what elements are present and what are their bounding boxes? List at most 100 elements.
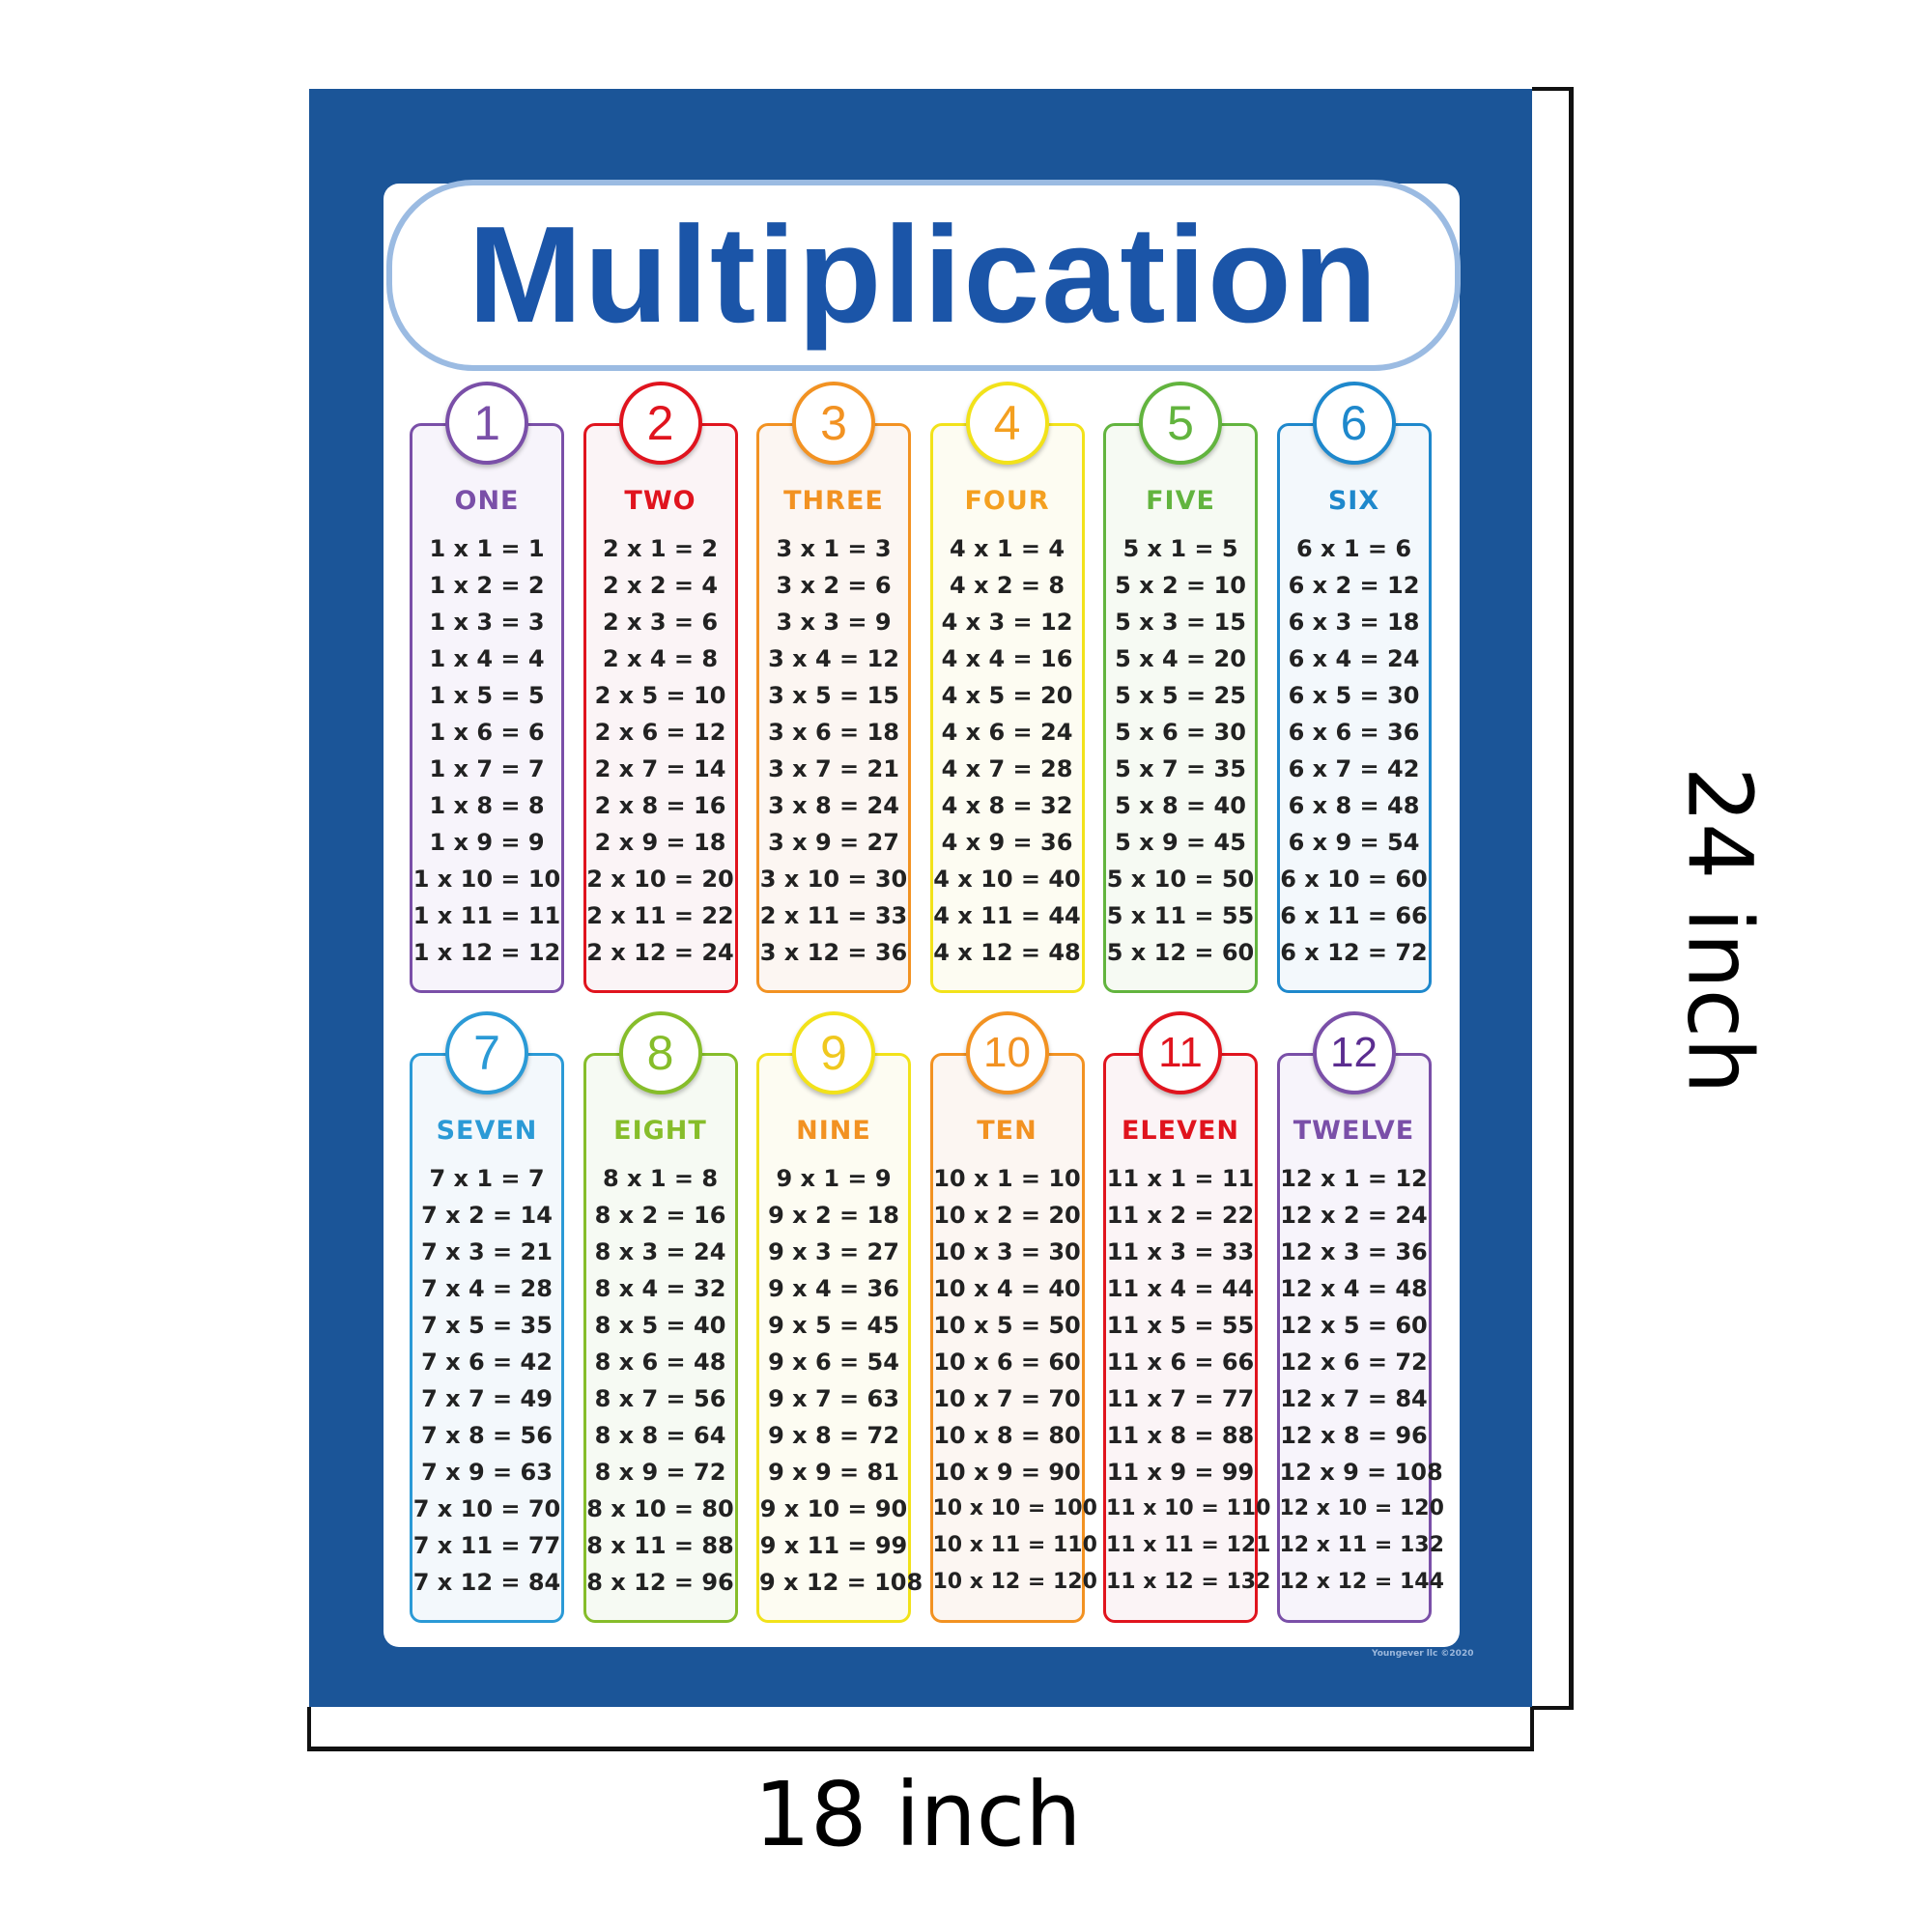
table-card-6: 6 SIX 6 x 1 = 6 6 x 2 = 12 6 x 3 = 18 6 x 4 =… xyxy=(1276,382,1432,993)
table-row: 5 x 3 = 15 xyxy=(1115,609,1246,636)
table-row: 7 x 1 = 7 xyxy=(429,1165,545,1192)
table-row: 2 x 6 = 12 xyxy=(594,719,726,746)
width-dimension-line xyxy=(307,1747,1534,1751)
width-dimension-tick-right xyxy=(1530,1707,1534,1750)
table-label: NINE xyxy=(796,1116,871,1146)
table-rows: 8 x 1 = 8 8 x 2 = 16 8 x 3 = 24 8 x 4 = 32 8… xyxy=(586,1160,735,1601)
table-row: 9 x 9 = 81 xyxy=(768,1459,899,1486)
table-row: 3 x 1 = 3 xyxy=(776,535,892,562)
table-number-badge: 4 xyxy=(965,382,1049,465)
table-row: 6 x 10 = 60 xyxy=(1280,866,1428,893)
table-row: 2 x 8 = 16 xyxy=(594,792,726,819)
table-row: 2 x 12 = 24 xyxy=(586,939,734,966)
table-row: 6 x 3 = 18 xyxy=(1288,609,1420,636)
table-row: 6 x 8 = 48 xyxy=(1288,792,1420,819)
table-row: 8 x 2 = 16 xyxy=(594,1202,726,1229)
table-row: 1 x 8 = 8 xyxy=(429,792,545,819)
table-row: 3 x 6 = 18 xyxy=(768,719,899,746)
table-row: 7 x 2 = 14 xyxy=(421,1202,553,1229)
copyright-footer: Youngever llc ©2020 xyxy=(1372,1649,1474,1659)
table-row: 12 x 12 = 144 xyxy=(1279,1570,1444,1594)
table-row: 3 x 8 = 24 xyxy=(768,792,899,819)
table-row: 10 x 12 = 120 xyxy=(932,1570,1097,1594)
table-card-4: 4 FOUR 4 x 1 = 4 4 x 2 = 8 4 x 3 = 12 4 x 4 =… xyxy=(929,382,1085,993)
table-row: 8 x 8 = 64 xyxy=(594,1422,726,1449)
table-row: 2 x 4 = 8 xyxy=(602,645,719,672)
table-row: 11 x 11 = 121 xyxy=(1106,1533,1271,1557)
table-row: 2 x 5 = 10 xyxy=(594,682,726,709)
table-number-badge: 8 xyxy=(618,1011,702,1094)
table-row: 9 x 5 = 45 xyxy=(768,1312,899,1339)
table-rows: 2 x 1 = 2 2 x 2 = 4 2 x 3 = 6 2 x 4 = 8 2 x … xyxy=(586,530,735,971)
table-row: 5 x 6 = 30 xyxy=(1115,719,1246,746)
table-row: 10 x 8 = 80 xyxy=(933,1422,1081,1449)
width-dimension-tick-left xyxy=(307,1707,311,1750)
table-label: FOUR xyxy=(964,486,1050,516)
table-row: 9 x 8 = 72 xyxy=(768,1422,899,1449)
table-row: 9 x 3 = 27 xyxy=(768,1238,899,1265)
table-row: 2 x 3 = 6 xyxy=(602,609,719,636)
table-card-11: 11 ELEVEN 11 x 1 = 11 11 x 2 = 22 11 x 3 = 3… xyxy=(1103,1011,1271,1623)
table-row: 4 x 10 = 40 xyxy=(933,866,1081,893)
table-row: 1 x 1 = 1 xyxy=(429,535,545,562)
table-label: EIGHT xyxy=(613,1116,707,1146)
table-number-badge: 2 xyxy=(618,382,702,465)
table-row: 11 x 9 = 99 xyxy=(1106,1459,1255,1486)
table-row: 7 x 11 = 77 xyxy=(412,1532,561,1559)
table-row: 12 x 8 = 96 xyxy=(1280,1422,1428,1449)
table-row: 12 x 10 = 120 xyxy=(1279,1496,1444,1520)
table-label: SIX xyxy=(1327,486,1380,516)
table-row: 12 x 9 = 108 xyxy=(1279,1459,1443,1486)
table-row: 12 x 11 = 132 xyxy=(1279,1533,1444,1557)
table-label: ONE xyxy=(454,486,520,516)
table-row: 3 x 10 = 30 xyxy=(759,866,908,893)
table-row: 1 x 11 = 11 xyxy=(412,902,561,929)
table-row: 10 x 5 = 50 xyxy=(933,1312,1081,1339)
table-row: 9 x 12 = 108 xyxy=(759,1569,923,1596)
table-row: 1 x 6 = 6 xyxy=(429,719,545,746)
title-banner: Multiplication xyxy=(386,180,1461,371)
table-number-badge: 11 xyxy=(1139,1011,1222,1094)
table-row: 12 x 5 = 60 xyxy=(1280,1312,1428,1339)
table-row: 8 x 1 = 8 xyxy=(602,1165,719,1192)
table-row: 9 x 2 = 18 xyxy=(768,1202,899,1229)
table-rows: 3 x 1 = 3 3 x 2 = 6 3 x 3 = 9 3 x 4 = 12 3 x… xyxy=(759,530,908,971)
table-row: 7 x 12 = 84 xyxy=(412,1569,561,1596)
table-row: 1 x 10 = 10 xyxy=(412,866,561,893)
table-row: 11 x 2 = 22 xyxy=(1106,1202,1255,1229)
table-label: FIVE xyxy=(1146,486,1215,516)
table-row: 10 x 2 = 20 xyxy=(933,1202,1081,1229)
table-row: 6 x 5 = 30 xyxy=(1288,682,1420,709)
table-row: 7 x 10 = 70 xyxy=(412,1495,561,1522)
table-row: 10 x 7 = 70 xyxy=(933,1385,1081,1412)
table-row: 10 x 11 = 110 xyxy=(932,1533,1097,1557)
table-row: 11 x 10 = 110 xyxy=(1106,1496,1271,1520)
table-row: 10 x 3 = 30 xyxy=(933,1238,1081,1265)
table-row: 6 x 2 = 12 xyxy=(1288,572,1420,599)
table-row: 2 x 2 = 4 xyxy=(602,572,719,599)
table-row: 5 x 11 = 55 xyxy=(1106,902,1255,929)
table-row: 5 x 4 = 20 xyxy=(1115,645,1246,672)
table-label: TWELVE xyxy=(1293,1116,1415,1146)
table-row: 6 x 9 = 54 xyxy=(1288,829,1420,856)
table-row: 11 x 1 = 11 xyxy=(1106,1165,1255,1192)
table-row: 9 x 1 = 9 xyxy=(776,1165,892,1192)
table-row: 7 x 7 = 49 xyxy=(421,1385,553,1412)
table-row: 5 x 8 = 40 xyxy=(1115,792,1246,819)
table-card-5: 5 FIVE 5 x 1 = 5 5 x 2 = 10 5 x 3 = 15 5 x 4 … xyxy=(1103,382,1258,993)
table-row: 4 x 8 = 32 xyxy=(941,792,1073,819)
table-card-8: 8 EIGHT 8 x 1 = 8 8 x 2 = 16 8 x 3 = 24 8 x 4… xyxy=(582,1011,738,1623)
table-rows: 10 x 1 = 10 10 x 2 = 20 10 x 3 = 30 10 x 4 … xyxy=(932,1160,1097,1601)
table-number-badge: 9 xyxy=(792,1011,875,1094)
table-row: 8 x 10 = 80 xyxy=(586,1495,734,1522)
table-row: 4 x 4 = 16 xyxy=(941,645,1073,672)
table-row: 10 x 4 = 40 xyxy=(933,1275,1081,1302)
table-number-badge: 10 xyxy=(965,1011,1049,1094)
table-row: 12 x 2 = 24 xyxy=(1280,1202,1428,1229)
table-row: 12 x 1 = 12 xyxy=(1280,1165,1428,1192)
table-row: 8 x 5 = 40 xyxy=(594,1312,726,1339)
table-row: 11 x 4 = 44 xyxy=(1106,1275,1255,1302)
table-label: SEVEN xyxy=(436,1116,538,1146)
poster-title: Multiplication xyxy=(468,198,1379,352)
table-row: 7 x 5 = 35 xyxy=(421,1312,553,1339)
